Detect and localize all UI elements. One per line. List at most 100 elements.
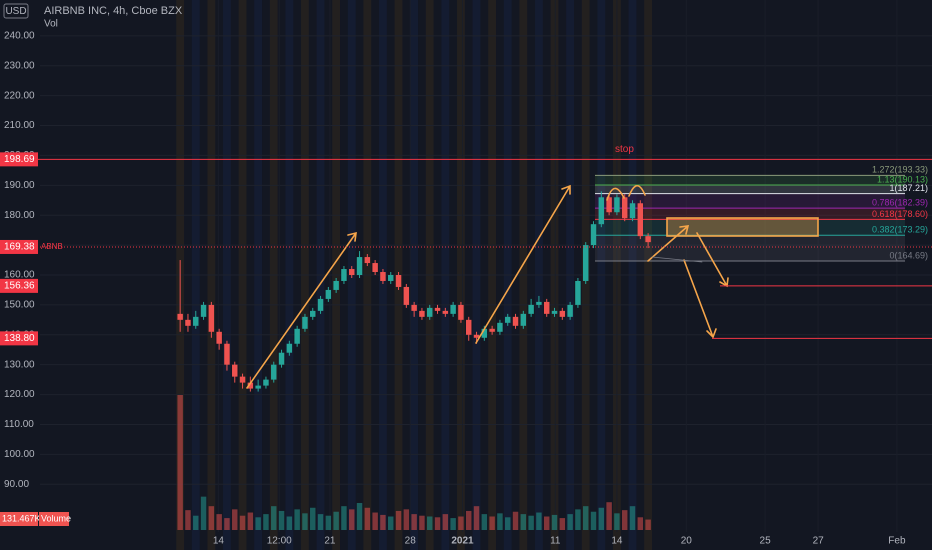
volume-bar <box>177 395 183 530</box>
candle-body <box>302 316 308 329</box>
volume-bar <box>551 514 558 530</box>
fib-band <box>595 208 905 220</box>
candle-body <box>512 316 519 326</box>
volume-bar <box>247 512 254 530</box>
y-tick-label: 110.00 <box>4 419 34 430</box>
volume-bar <box>317 514 324 530</box>
x-tick-label: 14 <box>611 536 623 547</box>
x-tick-label: Feb <box>888 536 906 547</box>
fib-band <box>595 193 905 209</box>
candle-body <box>497 322 503 332</box>
volume-bar <box>442 514 449 530</box>
candle-body <box>380 272 386 281</box>
candle-body <box>520 313 527 326</box>
volume-bar <box>427 516 433 530</box>
candle-body <box>232 364 238 377</box>
candle-body <box>504 316 511 323</box>
candle-body <box>271 364 277 380</box>
y-tick-label: 160.00 <box>4 270 35 281</box>
volume-bar <box>489 516 495 530</box>
x-tick-label: 25 <box>760 536 772 547</box>
candle-body <box>551 310 558 314</box>
candle-body <box>629 203 636 219</box>
y-tick-label: 180.00 <box>4 210 35 221</box>
fib-band <box>595 175 905 185</box>
volume-value-box <box>0 512 38 526</box>
price-label-box <box>0 152 38 167</box>
volume-bar <box>216 514 222 530</box>
volume-bar <box>185 510 191 530</box>
volume-bar <box>473 506 480 530</box>
volume-bar <box>278 510 285 530</box>
candle-body <box>621 197 628 219</box>
candle-body <box>458 304 464 320</box>
volume-bar <box>200 496 207 530</box>
candle-body <box>372 263 378 273</box>
volume-bar <box>341 506 347 530</box>
volume-bar <box>239 515 246 530</box>
connector <box>651 256 703 263</box>
volume-bar <box>294 509 300 530</box>
volume-bar <box>193 515 199 530</box>
candle-body <box>349 269 355 275</box>
fib-retracement: 1.272(193.33)1.13(190.13)1(187.21) 0.786(… <box>595 165 928 262</box>
y-tick-label: 220.00 <box>4 90 35 101</box>
volume-bar <box>395 510 402 530</box>
arrow <box>647 225 690 262</box>
volume-bar <box>349 509 355 530</box>
volume-bar <box>411 514 417 530</box>
candle-body <box>567 304 573 317</box>
x-tick-label: 12:00 <box>267 536 292 547</box>
volume-name-box <box>39 512 69 526</box>
candle-body <box>466 319 472 335</box>
fib-label: 1.272(193.33) <box>872 165 928 175</box>
candle-body <box>559 310 566 317</box>
x-tick-label: 20 <box>681 536 693 547</box>
arrow <box>683 259 717 339</box>
y-tick-label: 210.00 <box>4 120 35 131</box>
candle-body <box>606 197 612 213</box>
volume-bar <box>286 516 293 530</box>
volume-bar <box>419 515 425 530</box>
last-price-box <box>0 239 38 254</box>
target-box <box>666 217 819 237</box>
candle-body <box>411 304 417 311</box>
fib-label: 1.13(190.13) <box>877 174 928 184</box>
volume-bar <box>614 513 620 530</box>
candle-body <box>247 382 254 389</box>
candle-body <box>582 245 589 281</box>
x-tick-label: 28 <box>405 536 417 547</box>
candle-body <box>208 304 215 332</box>
candle-body <box>364 257 371 264</box>
volume-bar <box>271 506 277 530</box>
candle-body <box>216 331 222 344</box>
candle-body <box>614 197 620 213</box>
candle-body <box>317 298 324 311</box>
candle-body <box>536 301 542 305</box>
candle-body <box>575 280 581 305</box>
y-tick-label: 150.00 <box>4 300 35 311</box>
y-tick-label: 90.00 <box>4 479 29 490</box>
candle-body <box>403 286 410 305</box>
candle-body <box>294 328 300 344</box>
candle-body <box>325 289 332 299</box>
candle-body <box>333 280 339 290</box>
price-label-box <box>0 278 38 293</box>
volume-pane <box>177 395 651 530</box>
volume-bar <box>224 518 230 530</box>
symbol-label: ABNB <box>41 242 63 251</box>
volume-bar <box>543 516 550 530</box>
candle-body <box>341 269 347 281</box>
fib-label: 0.786(182.39) <box>872 197 928 207</box>
volume-bar <box>504 517 511 530</box>
volume-bar <box>621 510 628 530</box>
candle-body <box>543 301 550 314</box>
fib-label: 0.382(173.29) <box>872 225 928 235</box>
volume-bar <box>388 516 394 530</box>
candle-body <box>286 343 293 353</box>
price-label: 156.36 <box>4 281 35 292</box>
y-tick-label: 240.00 <box>4 31 35 42</box>
candle-body <box>637 203 644 237</box>
volume-bar <box>310 507 316 530</box>
